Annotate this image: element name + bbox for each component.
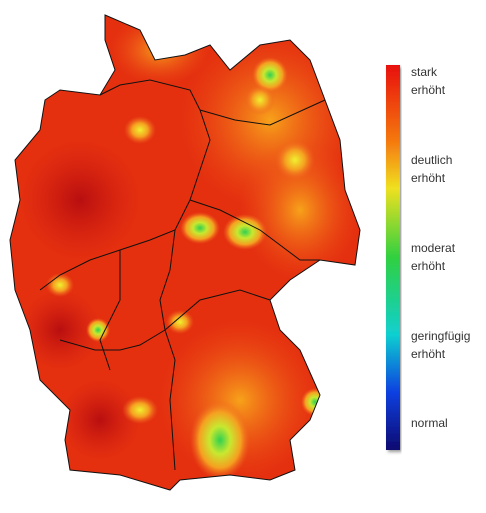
legend-label: geringfügig	[411, 329, 470, 343]
legend-label: moderat	[411, 241, 456, 255]
legend-label: normal	[411, 416, 448, 430]
heat-map	[10, 15, 360, 490]
legend-color-bar	[386, 65, 400, 450]
legend: stark erhöht deutlich erhöht moderat erhöht ge…	[411, 65, 470, 430]
legend-label: deutlich	[411, 153, 452, 167]
legend-label: erhöht	[411, 259, 446, 273]
legend-label: erhöht	[411, 83, 446, 97]
legend-label: stark	[411, 65, 438, 79]
borders	[9, 14, 361, 491]
legend-label: erhöht	[411, 347, 446, 361]
legend-label: erhöht	[411, 171, 446, 185]
